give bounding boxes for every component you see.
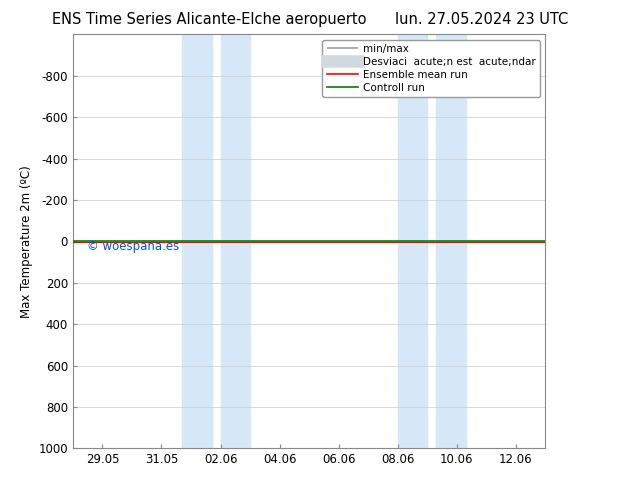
- Bar: [436, 34, 465, 448]
- Legend: min/max, Desviaci  acute;n est  acute;ndar, Ensemble mean run, Controll run: min/max, Desviaci acute;n est acute;ndar…: [323, 40, 540, 97]
- Text: © woespana.es: © woespana.es: [87, 240, 179, 253]
- Text: ENS Time Series Alicante-Elche aeropuerto: ENS Time Series Alicante-Elche aeropuert…: [52, 12, 366, 27]
- Y-axis label: Max Temperature 2m (ºC): Max Temperature 2m (ºC): [20, 165, 33, 318]
- Bar: [398, 34, 427, 448]
- Bar: [182, 34, 212, 448]
- Bar: [221, 34, 250, 448]
- Text: lun. 27.05.2024 23 UTC: lun. 27.05.2024 23 UTC: [395, 12, 569, 27]
